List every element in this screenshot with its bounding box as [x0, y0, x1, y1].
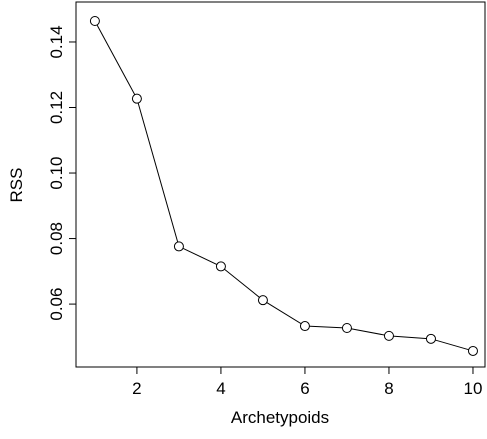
point: [383, 330, 394, 341]
x-tick-label: 6: [300, 379, 309, 398]
point: [467, 345, 478, 356]
point: [131, 93, 142, 104]
y-tick-label: 0.10: [47, 156, 66, 189]
y-tick-label: 0.08: [47, 222, 66, 255]
x-tick-label: 4: [216, 379, 225, 398]
y-tick-label: 0.14: [47, 25, 66, 58]
x-tick-label: 2: [132, 379, 141, 398]
point: [425, 333, 436, 344]
line: [94, 20, 474, 352]
x-tick-label: 10: [464, 379, 483, 398]
point: [89, 16, 100, 27]
plot-frame: [75, 1, 486, 368]
point: [341, 323, 352, 334]
point: [173, 241, 184, 252]
y-tick-label: 0.06: [47, 288, 66, 321]
y-tick-label: 0.12: [47, 91, 66, 124]
point: [257, 295, 268, 306]
x-axis-label: Archetypoids: [231, 408, 329, 427]
x-tick-label: 8: [384, 379, 393, 398]
y-axis-label: RSS: [7, 168, 26, 203]
point: [215, 261, 226, 272]
point: [299, 321, 310, 332]
